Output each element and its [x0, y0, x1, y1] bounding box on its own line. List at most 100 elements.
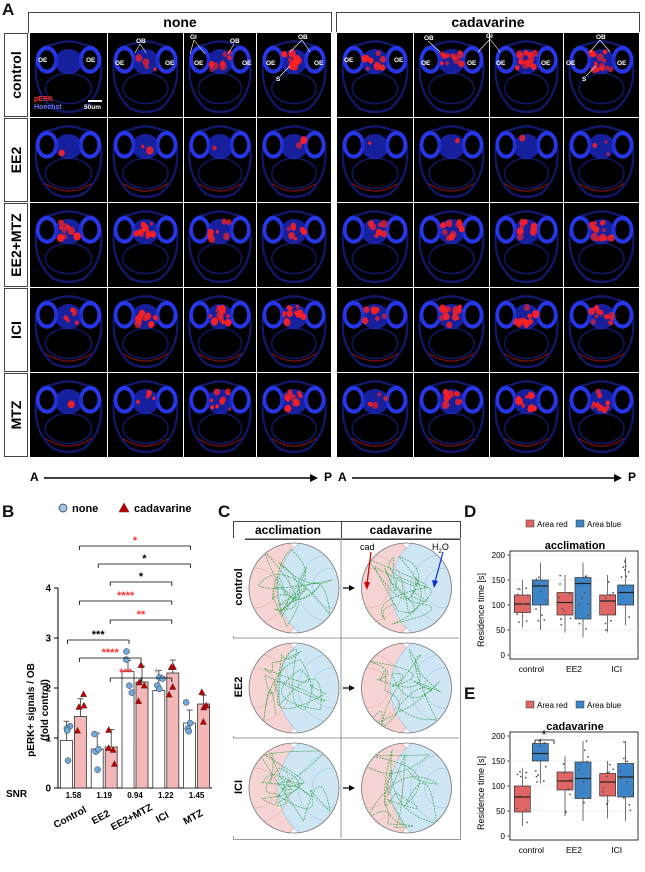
olfactory-epithelium — [495, 131, 517, 159]
label-oe: OE — [566, 60, 576, 67]
perk-signal — [295, 304, 300, 309]
data-point — [535, 578, 538, 581]
perk-signal — [226, 319, 232, 325]
olfactory-epithelium — [461, 386, 484, 414]
box-area-blue — [531, 743, 549, 762]
data-point — [558, 596, 561, 599]
y-tick-label: 0 — [45, 784, 51, 795]
box-plot-acclimation: Area red Area blue acclimation Residence… — [476, 519, 639, 674]
data-point-cadavarine — [80, 701, 88, 709]
perk-signal — [445, 61, 449, 66]
micrograph-image — [34, 210, 103, 284]
data-point — [625, 575, 628, 578]
perk-signal — [608, 311, 615, 320]
perk-signal — [148, 321, 155, 328]
data-point — [607, 581, 610, 583]
lower-jaw — [44, 327, 93, 360]
data-point — [577, 603, 580, 606]
row-label-mtz: MTZ — [4, 373, 28, 457]
perk-signal-jaw — [122, 437, 169, 447]
olfactory-epithelium — [35, 301, 59, 329]
lower-jaw — [503, 157, 550, 190]
perk-signal — [72, 308, 78, 315]
micrograph-image — [261, 295, 327, 369]
perk-signal-jaw — [428, 352, 475, 362]
data-point-cadavarine — [165, 690, 173, 698]
data-point — [535, 775, 538, 778]
olfactory-epithelium — [229, 216, 251, 244]
perk-signal — [58, 225, 63, 230]
data-point — [585, 627, 587, 630]
olfactory-epithelium — [419, 216, 442, 244]
ap-axis-arrows — [44, 474, 622, 482]
y-tick-label: 4 — [45, 584, 51, 595]
data-point — [587, 614, 590, 617]
data-point — [620, 576, 623, 579]
perk-signal — [440, 61, 444, 66]
significance-marker: * — [139, 571, 144, 583]
micrograph-image — [494, 295, 559, 369]
olfactory-epithelium — [461, 216, 484, 244]
label-oe: OE — [467, 60, 477, 67]
transition-arrow-head — [349, 585, 355, 591]
lower-jaw — [122, 327, 169, 360]
perk-signal — [207, 233, 213, 240]
lower-jaw — [271, 327, 317, 360]
label-s: S — [582, 76, 587, 83]
olfactory-epithelium — [303, 301, 326, 329]
micrograph-cell — [489, 117, 564, 203]
significance-marker: ** — [137, 609, 146, 621]
perk-signal — [527, 313, 533, 319]
lower-jaw — [197, 242, 243, 275]
perk-signal — [288, 231, 295, 240]
micrograph-image — [418, 125, 485, 199]
significance-marker: *** — [119, 667, 133, 679]
panel-d-label: D — [464, 502, 477, 521]
perk-signal-jaw — [578, 352, 625, 362]
perk-signal — [361, 54, 369, 63]
perk-signal-jaw — [198, 352, 242, 362]
data-point-cadavarine — [80, 690, 88, 698]
micrograph-cell — [336, 117, 414, 203]
perk-signal — [73, 232, 81, 241]
y-tick-label: 150 — [492, 757, 506, 766]
data-point — [628, 803, 631, 806]
perk-signal — [532, 310, 540, 319]
olfactory-bulb — [361, 133, 389, 160]
perk-signal — [219, 398, 225, 405]
data-point — [623, 560, 626, 563]
lower-jaw — [271, 157, 317, 190]
data-point — [587, 796, 590, 799]
label-oe: OE — [394, 57, 404, 64]
snr-value: 0.94 — [127, 791, 143, 800]
y-tick-label: 200 — [492, 732, 506, 741]
perk-signal-jaw — [351, 182, 399, 192]
perk-signal-jaw — [504, 182, 549, 192]
perk-signal — [590, 226, 596, 232]
x-tick-label: ICI — [154, 810, 171, 826]
perk-signal — [208, 314, 213, 319]
cadaverine-label: cad — [360, 542, 375, 552]
y-tick-label: 0 — [501, 832, 506, 841]
stain-label-hoechst: Hoechst — [34, 104, 62, 111]
arena — [249, 743, 339, 833]
label-oe: OE — [617, 60, 627, 67]
legend-marker-area-blue — [575, 700, 585, 709]
data-point — [628, 616, 631, 619]
data-point-cadavarine — [134, 697, 143, 704]
micrograph-image — [188, 125, 252, 199]
data-point-none — [94, 766, 101, 773]
swim-track — [367, 555, 432, 625]
perk-signal — [457, 51, 464, 59]
perk-signal — [210, 398, 214, 403]
perk-signal — [145, 230, 152, 238]
box-area-red — [599, 594, 617, 616]
perk-signal — [142, 58, 150, 66]
lower-jaw — [351, 412, 399, 445]
perk-signal — [375, 50, 381, 57]
perk-signal — [63, 315, 69, 321]
data-point — [560, 618, 562, 620]
micrograph-image — [341, 125, 409, 199]
olfactory-bulb — [132, 388, 159, 415]
snr-value: 1.19 — [96, 791, 112, 800]
